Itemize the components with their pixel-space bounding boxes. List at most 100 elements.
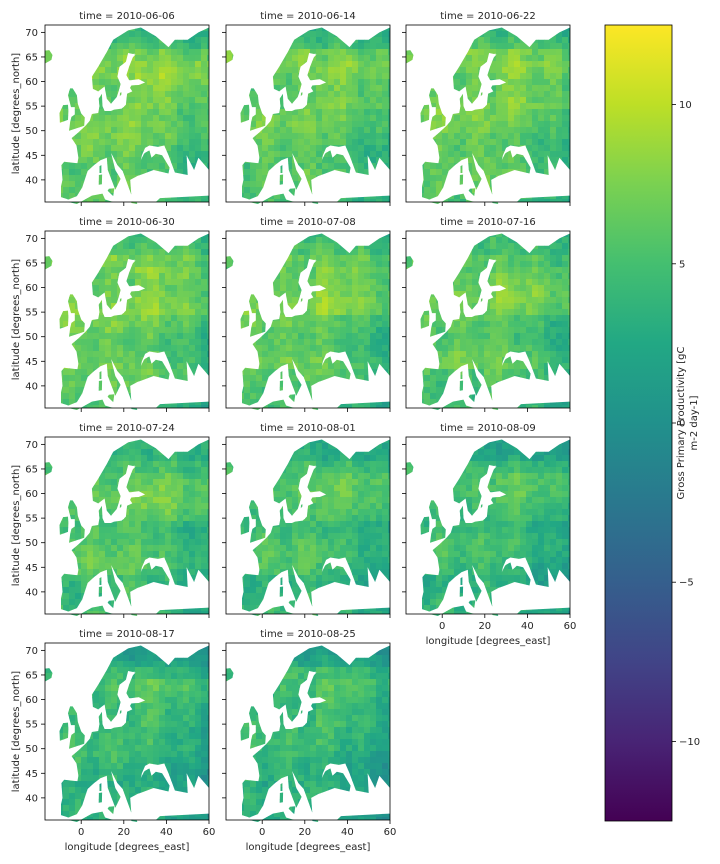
gpp-cell (406, 243, 413, 250)
gpp-cell (105, 333, 112, 340)
gpp-cell (81, 327, 88, 334)
gpp-cell (430, 387, 437, 394)
gpp-cell (382, 193, 389, 200)
gpp-cell (87, 73, 94, 80)
gpp-cell (496, 187, 503, 194)
gpp-cell (472, 91, 479, 98)
gpp-cell (87, 79, 94, 86)
gpp-cell (412, 79, 419, 86)
gpp-cell (496, 67, 503, 74)
gpp-cell (376, 79, 383, 86)
gpp-cell (514, 67, 521, 74)
gpp-cell (544, 169, 551, 176)
gpp-cell (466, 73, 473, 80)
gpp-cell (274, 351, 281, 358)
gpp-cell (328, 193, 335, 200)
gpp-cell (448, 291, 455, 298)
gpp-cell (508, 157, 515, 164)
gpp-cell (129, 393, 136, 400)
gpp-cell (382, 175, 389, 182)
gpp-cell (406, 37, 413, 44)
gpp-cell (532, 103, 539, 110)
gpp-cell (129, 255, 136, 262)
gpp-cell (388, 169, 390, 176)
gpp-cell (568, 193, 570, 200)
gpp-cell (298, 37, 305, 44)
gpp-cell (111, 333, 118, 340)
gpp-cell (364, 233, 371, 238)
gpp-cell (310, 297, 317, 304)
gpp-cell (153, 279, 160, 286)
gpp-cell (346, 291, 353, 298)
gpp-cell (238, 309, 245, 316)
gpp-cell (256, 55, 263, 62)
gpp-cell (544, 181, 551, 188)
gpp-cell (448, 261, 455, 268)
gpp-cell (63, 31, 70, 38)
gpp-cell (135, 279, 142, 286)
gpp-cell (484, 321, 491, 328)
gpp-cell (454, 109, 461, 116)
gpp-cell (460, 43, 467, 50)
gpp-cell (69, 333, 76, 340)
facet-panel: time = 2010-06-22 (402, 11, 571, 206)
gpp-cell (418, 79, 425, 86)
gpp-cell (310, 169, 317, 176)
y-tick-label: 40 (25, 175, 38, 186)
gpp-cell (376, 43, 383, 50)
gpp-cell (129, 49, 136, 56)
gpp-cell (490, 233, 497, 238)
gpp-cell (165, 27, 172, 32)
gpp-cell (370, 37, 377, 44)
gpp-cell (268, 37, 275, 44)
gpp-cell (424, 43, 431, 50)
gpp-cell (226, 357, 233, 364)
gpp-cell (81, 233, 88, 238)
gpp-cell (238, 103, 245, 110)
gpp-cell (550, 133, 557, 140)
gpp-cell (201, 233, 208, 238)
gpp-cell (508, 61, 515, 68)
gpp-cell (328, 49, 335, 56)
gpp-cell (316, 115, 323, 122)
gpp-cell (238, 339, 245, 346)
gpp-cell (490, 291, 497, 298)
gpp-cell (364, 303, 371, 310)
gpp-cell (201, 327, 208, 334)
gpp-cell (436, 279, 443, 286)
gpp-cell (352, 43, 359, 50)
gpp-cell (226, 249, 233, 256)
gpp-cell (442, 175, 449, 182)
gpp-cell (430, 297, 437, 304)
gpp-cell (484, 255, 491, 262)
gpp-cell (292, 121, 299, 128)
gpp-cell (171, 233, 178, 238)
gpp-cell (484, 193, 491, 200)
gpp-cell (141, 187, 148, 194)
gpp-cell (81, 273, 88, 280)
gpp-cell (388, 97, 390, 104)
gpp-cell (286, 327, 293, 334)
gpp-cell (412, 279, 419, 286)
gpp-cell (238, 97, 245, 104)
gpp-cell (51, 339, 58, 346)
gpp-cell (189, 181, 196, 188)
gpp-cell (105, 199, 112, 204)
gpp-cell (63, 27, 70, 32)
gpp-cell (226, 393, 233, 400)
gpp-cell (568, 79, 570, 86)
gpp-cell (63, 243, 70, 250)
gpp-cell (232, 37, 239, 44)
gpp-cell (298, 375, 305, 382)
gpp-cell (238, 37, 245, 44)
gpp-cell (250, 267, 257, 274)
gpp-cell (490, 321, 497, 328)
gpp-cell (568, 97, 570, 104)
gpp-cell (195, 121, 202, 128)
gpp-cell (232, 97, 239, 104)
gpp-cell (418, 67, 425, 74)
gpp-cell (153, 387, 160, 394)
gpp-cell (165, 139, 172, 146)
gpp-cell (232, 127, 239, 134)
gpp-cell (520, 115, 527, 122)
